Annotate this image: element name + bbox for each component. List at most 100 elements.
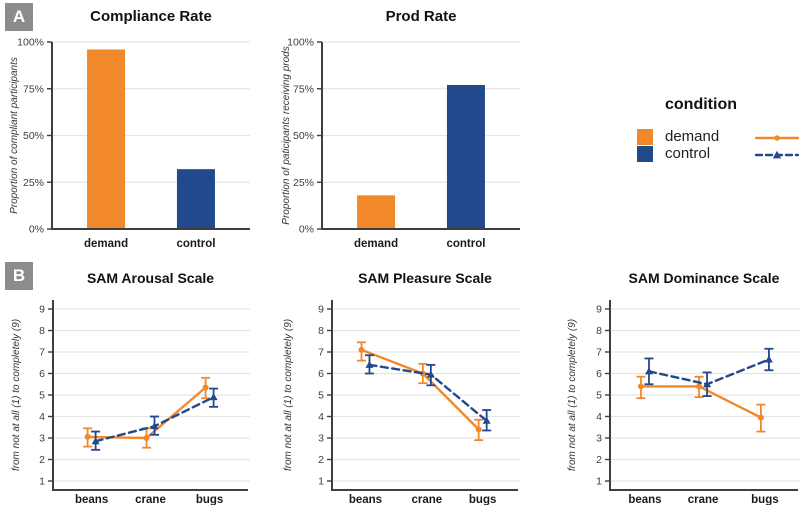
point-marker (358, 346, 365, 353)
y-tick-label: 9 (318, 304, 324, 316)
y-tick-label: 5 (596, 390, 602, 402)
y-tick-label: 6 (318, 368, 324, 380)
y-tick-label: 3 (318, 433, 324, 445)
point-marker (209, 393, 218, 401)
point-marker (143, 435, 150, 441)
gridlines (53, 308, 250, 482)
series-control (364, 354, 492, 432)
x-category-label: crane (135, 494, 166, 505)
series-demand (636, 375, 766, 433)
x-category-label: bugs (751, 494, 778, 505)
y-tick-label: 2 (596, 454, 602, 466)
panel-a-label: A (5, 3, 33, 31)
legend-label-control: control (665, 145, 711, 162)
y-tick-label: 75% (293, 83, 314, 95)
y-tick-label: 100% (17, 37, 44, 49)
chart-title: SAM Dominance Scale (629, 270, 780, 286)
sam-pleasure-chart: 1 2 3 4 5 6 7 8 9 beans crane bugs SAM Pleasure Scal… (283, 270, 520, 505)
point-marker (91, 437, 100, 445)
gridlines (52, 41, 250, 183)
y-tick-label: 25% (23, 177, 44, 189)
axes: 1 2 3 4 5 6 7 8 9 beans crane bugs SAM Arousal Scale… (11, 270, 248, 505)
point-marker (696, 383, 703, 390)
y-axis-label: Proportion of compliant participants (9, 57, 20, 214)
y-axis-label: from not at all (1) to completely (9) (11, 319, 22, 471)
y-tick-label: 7 (318, 347, 324, 359)
point-marker (150, 422, 159, 430)
series-line (360, 348, 480, 431)
y-tick-label: 7 (39, 347, 45, 359)
x-category-label: bugs (469, 494, 496, 505)
point-marker (644, 367, 653, 375)
y-axis-label: from not at all (1) to completely (9) (567, 319, 578, 471)
x-category-label: demand (354, 238, 398, 250)
bar-demand (87, 49, 126, 230)
point-marker (426, 370, 435, 378)
chart-title: SAM Arousal Scale (87, 270, 214, 286)
y-tick-label: 5 (39, 390, 45, 402)
axes: 1 2 3 4 5 6 7 8 9 beans crane bugs SAM Dominance Sca… (567, 270, 798, 505)
y-tick-label: 6 (39, 368, 45, 380)
y-tick-label: 25% (293, 177, 314, 189)
bar-control (176, 169, 215, 229)
y-tick-label: 1 (596, 476, 602, 488)
control-line-sample-icon (754, 150, 800, 159)
legend-item-control: control (620, 146, 800, 163)
y-tick-label: 50% (23, 130, 44, 142)
control-color-swatch-icon (637, 146, 653, 162)
y-tick-label: 3 (39, 433, 45, 445)
x-category-label: control (176, 238, 215, 250)
axes: 0% 25% 50% 75% 100% demand control Prod Rate Pro… (281, 8, 520, 250)
legend-item-demand: demand (620, 129, 800, 146)
chart-title: SAM Pleasure Scale (358, 270, 492, 286)
legend-label-demand: demand (665, 128, 720, 145)
compliance-rate-chart: 0% 25% 50% 75% 100% demand control Compliance R… (9, 8, 250, 250)
demand-line-sample-icon (754, 135, 800, 141)
point-marker (365, 360, 374, 368)
y-axis-label: from not at all (1) to completely (9) (283, 319, 294, 471)
y-tick-label: 2 (318, 454, 324, 466)
x-category-label: control (446, 238, 485, 250)
y-tick-label: 4 (318, 411, 324, 423)
y-tick-label: 6 (596, 368, 602, 380)
legend-title: condition (665, 96, 737, 113)
y-tick-label: 4 (39, 411, 45, 423)
series-demand (83, 376, 211, 449)
x-category-label: demand (84, 238, 128, 250)
prod-rate-chart: 0% 25% 50% 75% 100% demand control Prod Rate Pro… (281, 8, 520, 250)
x-category-label: crane (412, 494, 443, 505)
y-tick-label: 9 (596, 304, 602, 316)
y-axis-label: Proportion of paticipants receiving prod… (281, 46, 292, 224)
point-marker (482, 416, 491, 424)
point-marker (84, 433, 91, 440)
axes: 0% 25% 50% 75% 100% demand control Compliance R… (9, 8, 250, 250)
bars (357, 85, 485, 229)
x-category-label: beans (75, 494, 108, 505)
chart-title: Prod Rate (386, 8, 457, 25)
point-marker (475, 426, 482, 433)
sam-arousal-chart: 1 2 3 4 5 6 7 8 9 beans crane bugs SAM Arousal Scale… (11, 270, 250, 505)
gridlines (332, 308, 520, 482)
demand-color-swatch-icon (637, 129, 653, 145)
y-tick-label: 75% (23, 83, 44, 95)
sam-dominance-chart: 1 2 3 4 5 6 7 8 9 beans crane bugs SAM Dominance Sca… (567, 270, 800, 505)
point-marker (764, 355, 773, 363)
x-category-label: crane (688, 494, 719, 505)
point-marker (202, 384, 209, 391)
point-marker (703, 380, 712, 388)
point-marker (637, 383, 644, 390)
x-category-label: bugs (196, 494, 223, 505)
y-tick-label: 7 (596, 347, 602, 359)
panel-b-label: B (5, 262, 33, 290)
series-line (639, 385, 763, 419)
bars (87, 49, 215, 230)
gridlines (322, 41, 520, 183)
y-tick-label: 5 (318, 390, 324, 402)
y-tick-label: 8 (39, 325, 45, 337)
axes: 1 2 3 4 5 6 7 8 9 beans crane bugs SAM Pleasure Scal… (283, 270, 518, 505)
series-demand (356, 341, 484, 442)
bar-control (446, 85, 485, 229)
gridlines (610, 308, 800, 482)
y-tick-label: 2 (39, 454, 45, 466)
